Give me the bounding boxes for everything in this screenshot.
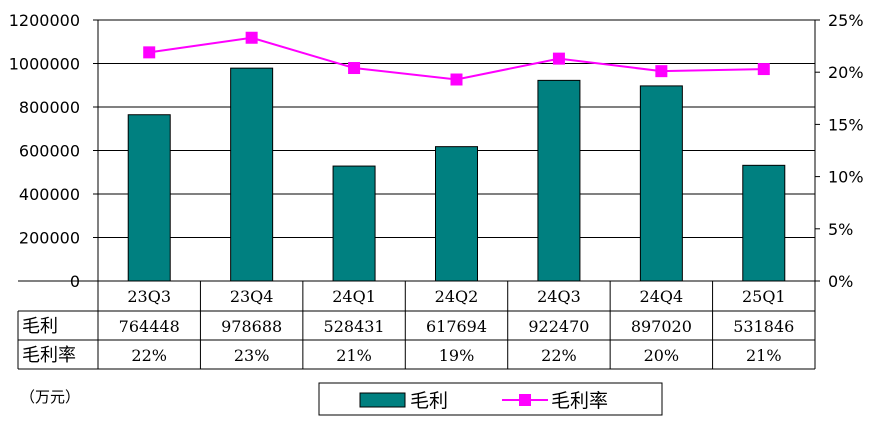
line-point bbox=[450, 73, 463, 86]
right-axis-ticks: 0% 5% 10% 15% 20% 25% bbox=[828, 11, 864, 291]
category-label: 24Q2 bbox=[435, 287, 479, 306]
category-label: 23Q4 bbox=[230, 287, 274, 306]
table-cell: 19% bbox=[439, 346, 475, 365]
bar bbox=[332, 165, 376, 282]
right-tick-label: 25% bbox=[828, 11, 864, 30]
table-cell: 22% bbox=[541, 346, 577, 365]
left-tick-label: 800000 bbox=[19, 98, 80, 117]
line-point bbox=[757, 63, 770, 76]
line-point bbox=[655, 65, 668, 78]
data-table: 23Q3 23Q4 24Q1 24Q2 24Q3 24Q4 25Q1 毛利 764448 9786… bbox=[17, 280, 816, 370]
legend-bar-swatch bbox=[359, 392, 406, 408]
category-label: 24Q3 bbox=[537, 287, 581, 306]
bar-series bbox=[127, 67, 786, 282]
table-cell: 21% bbox=[746, 346, 782, 365]
table-cell: 897020 bbox=[631, 317, 692, 336]
legend-line-label: 毛利率 bbox=[551, 390, 608, 412]
line-point bbox=[552, 52, 565, 65]
table-row-label: 毛利 bbox=[22, 316, 58, 337]
right-tick-label: 0% bbox=[828, 272, 853, 291]
table-cell: 23% bbox=[234, 346, 270, 365]
bar bbox=[127, 114, 171, 282]
table-row-label: 毛利率 bbox=[22, 345, 76, 366]
legend-line-marker bbox=[519, 394, 531, 406]
left-tick-label: 1000000 bbox=[9, 55, 80, 74]
category-label: 24Q4 bbox=[640, 287, 684, 306]
right-tick-label: 15% bbox=[828, 115, 864, 134]
legend: 毛利 毛利率 bbox=[318, 382, 663, 416]
axes bbox=[93, 19, 820, 282]
right-tick-label: 10% bbox=[828, 168, 864, 187]
table-cell: 20% bbox=[644, 346, 680, 365]
bar bbox=[435, 146, 478, 282]
legend-bar-label: 毛利 bbox=[410, 390, 448, 412]
table-cell: 22% bbox=[131, 346, 167, 365]
bar bbox=[537, 79, 581, 282]
line-point bbox=[143, 46, 156, 59]
table-cell: 617694 bbox=[426, 317, 487, 336]
category-label: 25Q1 bbox=[742, 287, 786, 306]
table-cell: 21% bbox=[336, 346, 372, 365]
table-cell: 764448 bbox=[119, 317, 180, 336]
bar bbox=[230, 67, 274, 282]
left-tick-label: 200000 bbox=[19, 229, 80, 248]
line-point bbox=[348, 62, 361, 75]
table-cell: 978688 bbox=[221, 317, 282, 336]
table-cell: 528431 bbox=[324, 317, 385, 336]
category-label: 24Q1 bbox=[332, 287, 376, 306]
right-tick-label: 5% bbox=[828, 220, 853, 239]
left-tick-label: 600000 bbox=[19, 142, 80, 161]
table-cell: 531846 bbox=[733, 317, 794, 336]
left-tick-label: 400000 bbox=[19, 185, 80, 204]
bar bbox=[639, 85, 683, 282]
left-tick-label: 1200000 bbox=[9, 11, 80, 30]
line-series bbox=[143, 31, 770, 86]
line-point bbox=[245, 31, 258, 44]
right-tick-label: 20% bbox=[828, 63, 864, 82]
table-cell: 922470 bbox=[528, 317, 589, 336]
bar bbox=[742, 164, 786, 282]
unit-label: （万元） bbox=[20, 388, 80, 406]
category-label: 23Q3 bbox=[127, 287, 171, 306]
